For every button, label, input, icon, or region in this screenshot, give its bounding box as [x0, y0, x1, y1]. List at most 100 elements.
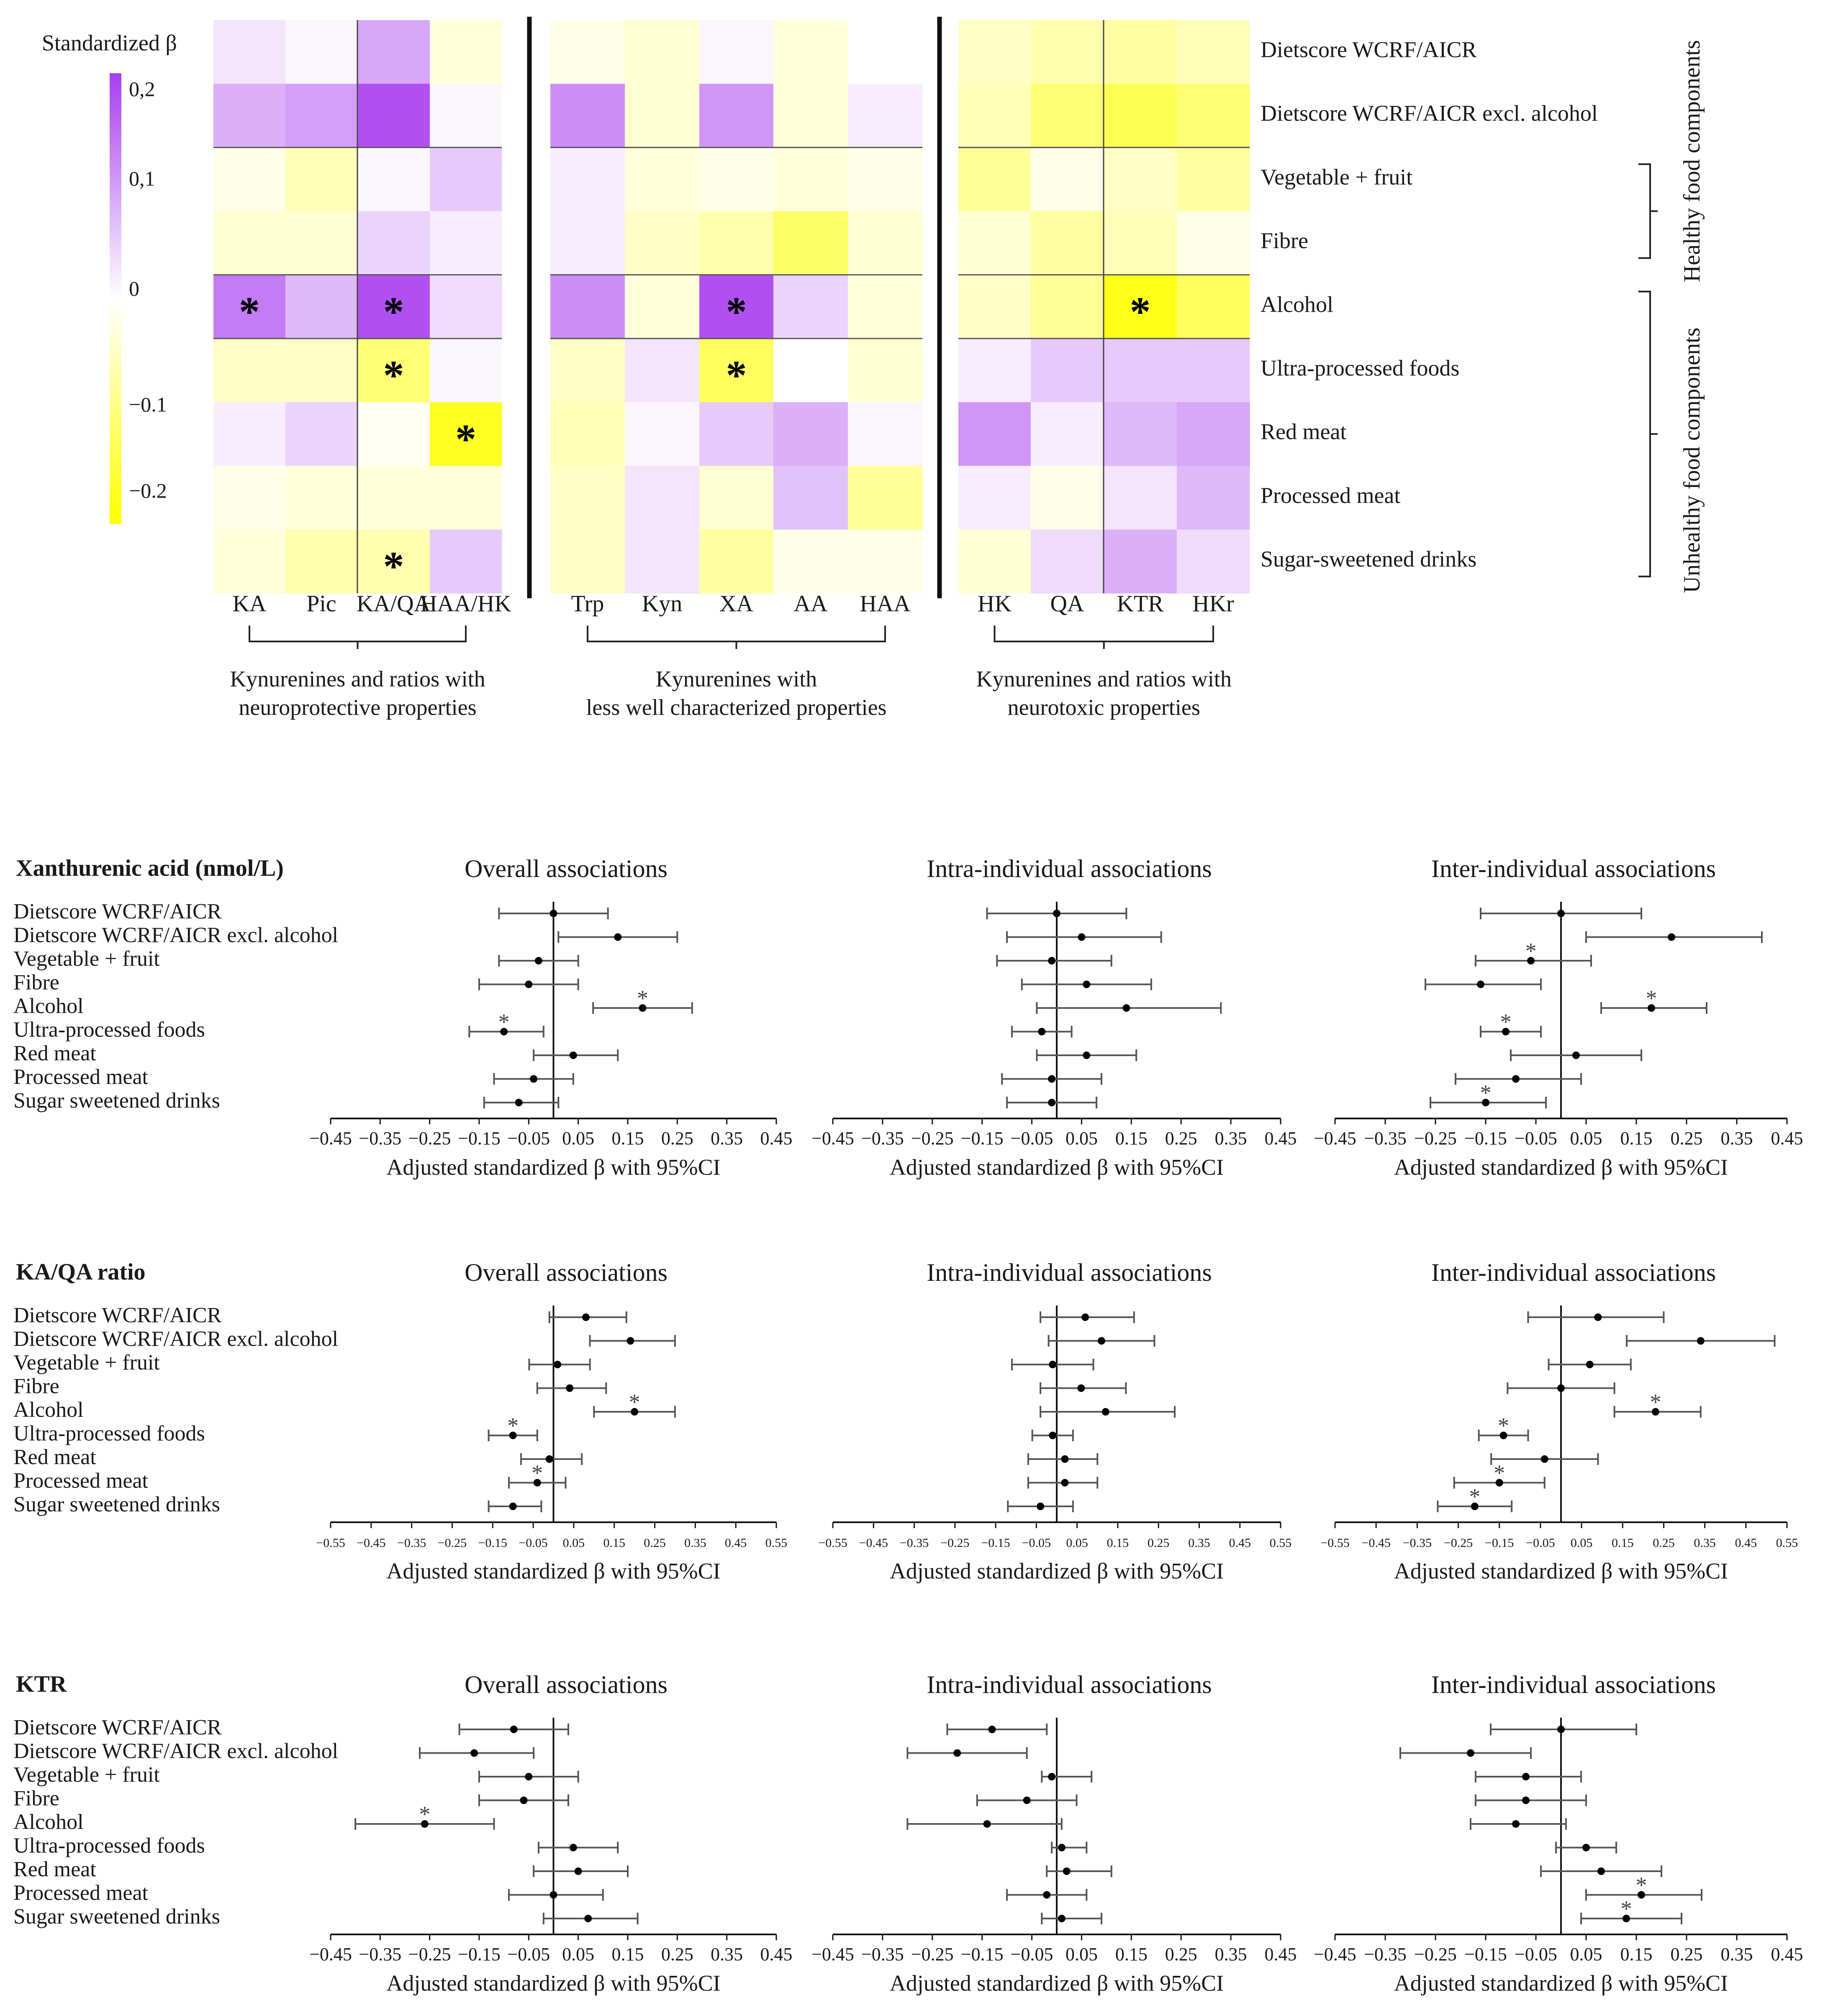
heatmap-cell-dietscore-wcrf-aicr-excl-alcohol-qa [1031, 84, 1104, 148]
forest-x-tick-label: −0.05 [1011, 1944, 1053, 1965]
forest-estimate-point [1540, 1455, 1548, 1463]
forest-estimate-point [1572, 1052, 1580, 1059]
heatmap-cell-fibre-ktr [1104, 211, 1177, 275]
forest-estimate-point [530, 1075, 538, 1083]
forest-estimate-point [569, 1052, 577, 1059]
forest-estimate-point [1061, 1479, 1069, 1487]
heatmap-row-label: Dietscore WCRF/AICR [1261, 37, 1476, 62]
forest-estimate-point [525, 1773, 533, 1780]
forest-estimate-point [1527, 957, 1535, 964]
forest-x-tick-label: −0.25 [408, 1944, 451, 1965]
forest-category-label: Processed meat [13, 1469, 149, 1493]
forest-estimate-point [1582, 1844, 1590, 1852]
forest-significance-star: * [1480, 1080, 1492, 1105]
forest-category-label: Ultra-processed foods [13, 1421, 205, 1445]
heatmap-row-label: Vegetable + fruit [1261, 164, 1412, 190]
forest-category-label: Fibre [13, 1374, 59, 1398]
forest-significance-star: * [498, 1009, 510, 1034]
heatmap-cell-dietscore-wcrf-aicr-excl-alcohol-ktr [1104, 84, 1177, 148]
heatmap-cell-processed-meat-haa [848, 466, 923, 530]
forest-estimate-point [1058, 1915, 1065, 1922]
heatmap-cell-processed-meat-haa-hk [430, 466, 502, 530]
forest-estimate-point [1522, 1773, 1530, 1780]
heatmap-column-label: QA [1050, 591, 1084, 617]
forest-x-tick-label: −0.45 [309, 1128, 352, 1149]
forest-estimate-point [549, 1891, 557, 1899]
forest-x-tick-label: 0.45 [760, 1128, 793, 1149]
forest-estimate-point [1078, 933, 1086, 941]
forest-estimate-point [1648, 1004, 1655, 1012]
forest-x-tick-label: −0.05 [519, 1536, 547, 1550]
heatmap-cell-red-meat-ktr [1104, 402, 1177, 466]
heatmap-row-label: Dietscore WCRF/AICR excl. alcohol [1261, 101, 1598, 126]
forest-x-tick-label: 0.15 [1612, 1536, 1634, 1550]
heatmap-column-label: KA [233, 591, 267, 617]
forest-panel-title: Intra-individual associations [927, 1671, 1212, 1698]
forest-category-label: Ultra-processed foods [13, 1834, 205, 1857]
heatmap-cell-processed-meat-pic [285, 466, 358, 530]
heatmap-cell-vegetable-fruit-hk [958, 147, 1031, 212]
forest-panel: Overall associations Dietscore WCRF/AICRD… [13, 1259, 787, 1584]
forest-x-tick-label: 0.35 [1721, 1128, 1753, 1149]
heatmap-cell-sugar-sweetened-drinks-ktr [1104, 529, 1177, 594]
heatmap-cell-ultra-processed-foods-qa [1031, 339, 1104, 403]
forest-x-tick-label: −0.55 [316, 1536, 345, 1550]
forest-significance-star: * [531, 1460, 543, 1485]
heatmap-cell-dietscore-wcrf-aicr-excl-alcohol-ka-qa [357, 84, 430, 148]
heatmap-column-label: Kyn [642, 591, 682, 617]
forest-estimate-point [1557, 1726, 1565, 1733]
forest-x-tick-label: −0.45 [1314, 1944, 1356, 1965]
row-group-label: Healthy food components [1679, 40, 1705, 282]
forest-estimate-point [1053, 910, 1060, 917]
forest-estimate-point [520, 1796, 528, 1804]
heatmap-cell-vegetable-fruit-haa-hk [430, 147, 502, 212]
heatmap-cell-sugar-sweetened-drinks-qa [1031, 529, 1104, 594]
forest-section-title: KTR [16, 1671, 67, 1697]
heatmap-cell-sugar-sweetened-drinks-ka-qa [357, 529, 430, 594]
forest-x-tick-label: 0.25 [1165, 1128, 1197, 1149]
forest-x-tick-label: 0.15 [1620, 1128, 1653, 1149]
forest-x-tick-label: −0.25 [1444, 1536, 1473, 1550]
forest-x-tick-label: 0.15 [612, 1944, 644, 1965]
forest-estimate-point [1495, 1479, 1503, 1487]
forest-estimate-point [614, 933, 622, 941]
forest-panel-title: Overall associations [465, 855, 668, 882]
heatmap-cell-fibre-trp [550, 211, 625, 275]
forest-category-label: Fibre [13, 970, 59, 994]
heatmap-cell-fibre-hkr [1177, 211, 1250, 275]
heatmap-cell-alcohol-xa [699, 274, 774, 339]
heatmap-cell-processed-meat-ktr [1104, 466, 1177, 530]
forest-panel: Overall associations Dietscore WCRF/AICRD… [13, 1671, 793, 1996]
forest-significance-star: * [1498, 1413, 1509, 1438]
heatmap-cell-dietscore-wcrf-aicr-excl-alcohol-kyn [625, 84, 700, 148]
forest-x-tick-label: −0.15 [961, 1128, 1004, 1149]
forest-estimate-point [983, 1820, 991, 1828]
heatmap-cell-sugar-sweetened-drinks-xa [699, 529, 774, 594]
heatmap-column-label: Trp [571, 591, 604, 617]
row-group-label: Unhealthy food components [1679, 328, 1705, 593]
forest-estimate-point [1083, 1052, 1091, 1059]
forest-estimate-point [500, 1028, 508, 1036]
heatmap-cell-red-meat-aa [773, 402, 848, 466]
significance-star: * [383, 288, 404, 335]
forest-x-tick-label: 0.35 [711, 1128, 743, 1149]
forest-significance-star: * [1500, 1009, 1512, 1034]
heatmap-cell-processed-meat-hkr [1177, 466, 1250, 530]
forest-x-tick-label: 0.05 [1570, 1128, 1602, 1149]
forest-x-tick-label: −0.05 [1515, 1944, 1557, 1965]
heatmap-column-label: KA/QA [357, 591, 431, 617]
forest-x-tick-label: 0.35 [1188, 1536, 1210, 1550]
forest-x-tick-label: −0.25 [408, 1128, 451, 1149]
forest-x-tick-label: 0.55 [1776, 1536, 1798, 1550]
forest-x-axis-label: Adjusted standardized β with 95%CI [890, 1558, 1224, 1583]
forest-x-tick-label: −0.25 [438, 1536, 467, 1550]
heatmap-cell-dietscore-wcrf-aicr-hkr [1177, 20, 1250, 84]
heatmap-cell-dietscore-wcrf-aicr-ka-qa [357, 20, 430, 84]
heatmap-cell-dietscore-wcrf-aicr-excl-alcohol-xa [699, 84, 774, 148]
forest-estimate-point [533, 1479, 541, 1487]
heatmap-cell-fibre-haa [848, 211, 923, 275]
forest-x-tick-label: −0.15 [961, 1944, 1004, 1965]
forest-x-tick-label: 0.45 [1735, 1536, 1757, 1550]
forest-x-tick-label: 0.05 [562, 1944, 594, 1965]
forest-estimate-point [1049, 1361, 1057, 1368]
